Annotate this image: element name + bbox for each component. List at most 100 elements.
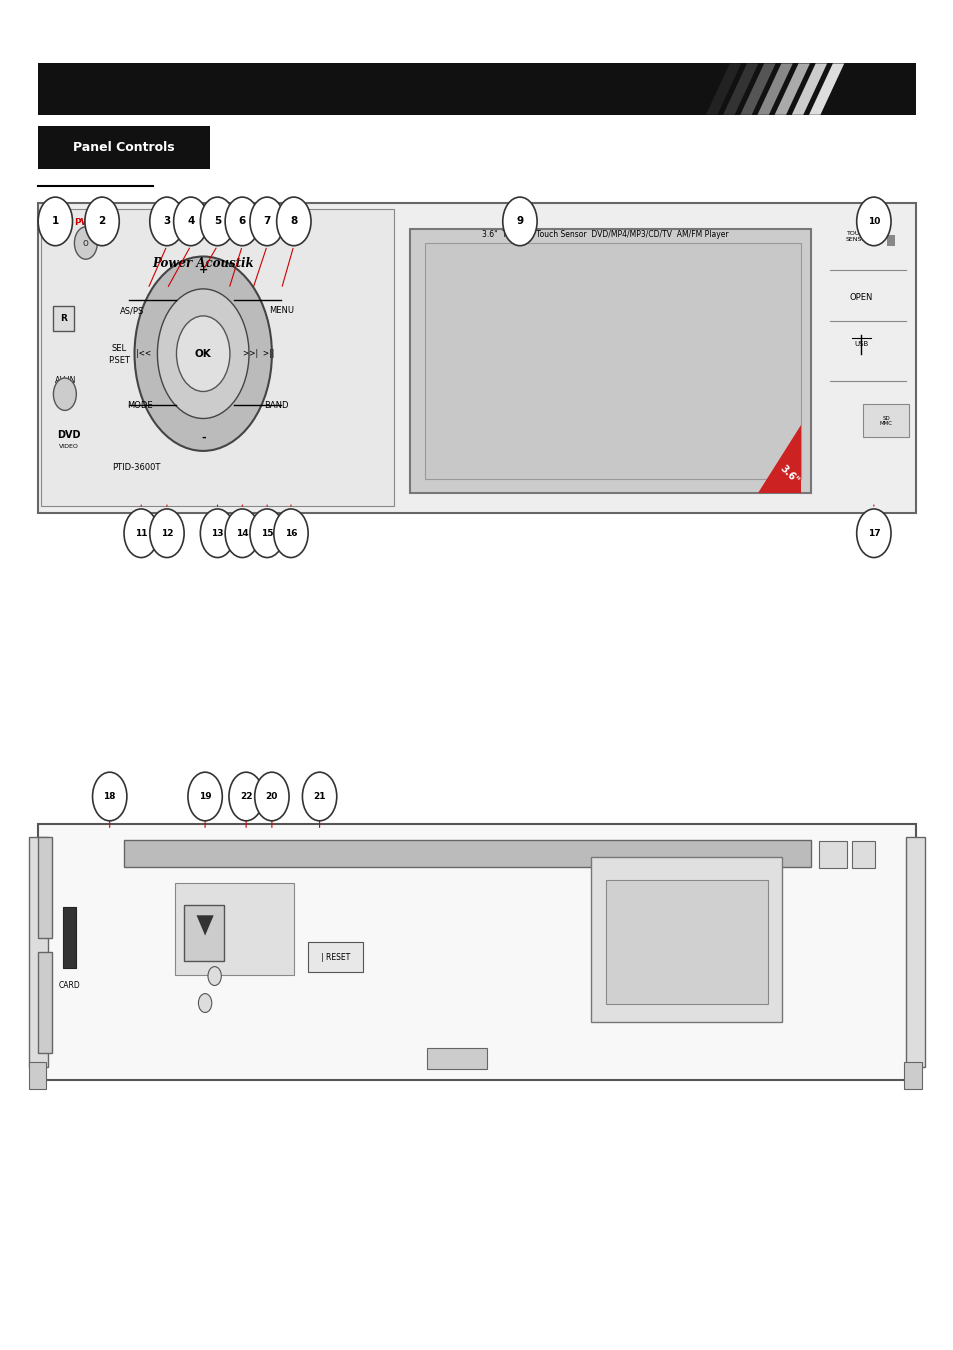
Bar	[427, 1048, 486, 1069]
Polygon shape	[774, 63, 809, 115]
Bar	[905, 837, 924, 1066]
Circle shape	[250, 509, 284, 558]
Text: |<<: |<<	[136, 350, 152, 358]
Bar	[38, 952, 52, 1053]
Text: SD
MMC: SD MMC	[879, 416, 892, 427]
Bar	[818, 841, 846, 868]
Text: 15: 15	[260, 529, 274, 537]
Circle shape	[200, 509, 234, 558]
Circle shape	[74, 227, 97, 259]
Polygon shape	[791, 63, 826, 115]
Text: SEL: SEL	[112, 344, 127, 352]
Text: CARD: CARD	[59, 981, 80, 990]
Circle shape	[254, 772, 289, 821]
Circle shape	[176, 316, 230, 392]
Text: 6: 6	[238, 216, 246, 227]
Text: 3: 3	[163, 216, 171, 227]
Text: 20: 20	[266, 792, 277, 801]
Text: 19: 19	[198, 792, 212, 801]
Text: P.SET: P.SET	[108, 356, 131, 365]
Text: | RESET: | RESET	[321, 953, 350, 961]
Text: 4: 4	[187, 216, 194, 227]
Text: 21: 21	[313, 792, 326, 801]
Circle shape	[124, 509, 158, 558]
Circle shape	[150, 509, 184, 558]
Circle shape	[302, 772, 336, 821]
Circle shape	[53, 378, 76, 410]
Text: +: +	[198, 265, 208, 275]
Circle shape	[856, 197, 890, 246]
Bar	[38, 63, 915, 115]
Text: OK: OK	[194, 348, 212, 359]
Circle shape	[198, 994, 212, 1012]
Bar	[410, 230, 810, 493]
Text: 16: 16	[284, 529, 297, 537]
Text: -: -	[201, 432, 205, 443]
Text: AS/PS: AS/PS	[119, 306, 144, 315]
Text: 22: 22	[239, 792, 253, 801]
Bar	[38, 202, 915, 513]
Bar	[308, 942, 363, 972]
Text: BAND: BAND	[264, 401, 289, 409]
Text: 3.6"  TFT/LCD Touch Sensor  DVD/MP4/MP3/CD/TV  AM/FM Player: 3.6" TFT/LCD Touch Sensor DVD/MP4/MP3/CD…	[482, 231, 728, 239]
Polygon shape	[758, 425, 801, 493]
Bar	[184, 904, 224, 961]
Circle shape	[92, 772, 127, 821]
Circle shape	[200, 197, 234, 246]
Bar	[29, 837, 48, 1066]
Text: 17: 17	[866, 529, 880, 537]
Circle shape	[38, 197, 72, 246]
Text: 10: 10	[867, 217, 879, 225]
Circle shape	[225, 509, 259, 558]
Text: 12: 12	[160, 529, 173, 537]
Polygon shape	[722, 63, 758, 115]
Circle shape	[229, 772, 263, 821]
Text: 3.6": 3.6"	[777, 464, 800, 486]
Text: DVD: DVD	[57, 429, 80, 440]
Text: 11: 11	[134, 529, 148, 537]
Polygon shape	[757, 63, 792, 115]
Text: 13: 13	[211, 529, 224, 537]
Text: o: o	[83, 238, 89, 248]
Text: 2: 2	[98, 216, 106, 227]
Polygon shape	[705, 63, 740, 115]
Text: TOUCH
SENSOR: TOUCH SENSOR	[845, 231, 870, 242]
Circle shape	[856, 509, 890, 558]
Text: 7: 7	[263, 216, 271, 227]
Circle shape	[157, 289, 249, 418]
Bar	[591, 857, 781, 1022]
Text: MENU: MENU	[269, 306, 294, 315]
Text: USB: USB	[854, 342, 867, 347]
Circle shape	[225, 197, 259, 246]
Bar	[41, 209, 394, 506]
Bar	[38, 824, 915, 1080]
Bar	[174, 883, 294, 975]
Text: 5: 5	[213, 216, 221, 227]
Text: PWR: PWR	[74, 219, 97, 227]
Bar	[886, 235, 894, 246]
Text: Panel Controls: Panel Controls	[73, 140, 174, 154]
Circle shape	[274, 509, 308, 558]
Text: 8: 8	[290, 216, 297, 227]
Text: PTID-3600T: PTID-3600T	[112, 463, 160, 471]
Circle shape	[173, 197, 208, 246]
Bar	[903, 1062, 921, 1089]
Bar	[29, 1062, 46, 1089]
Text: MODE: MODE	[128, 401, 152, 409]
Circle shape	[208, 967, 221, 985]
Text: >>|  >||: >>| >||	[243, 350, 274, 358]
Circle shape	[188, 772, 222, 821]
Bar	[38, 126, 210, 169]
Bar	[605, 880, 767, 1004]
Text: 9: 9	[516, 216, 523, 227]
Bar	[851, 841, 874, 868]
Text: 18: 18	[103, 792, 116, 801]
Bar	[424, 243, 801, 479]
Text: 14: 14	[235, 529, 249, 537]
Text: Power Acoustik: Power Acoustik	[152, 256, 253, 270]
Bar	[38, 837, 52, 938]
Circle shape	[134, 256, 272, 451]
Bar	[53, 306, 74, 331]
Polygon shape	[196, 915, 213, 936]
Polygon shape	[740, 63, 775, 115]
